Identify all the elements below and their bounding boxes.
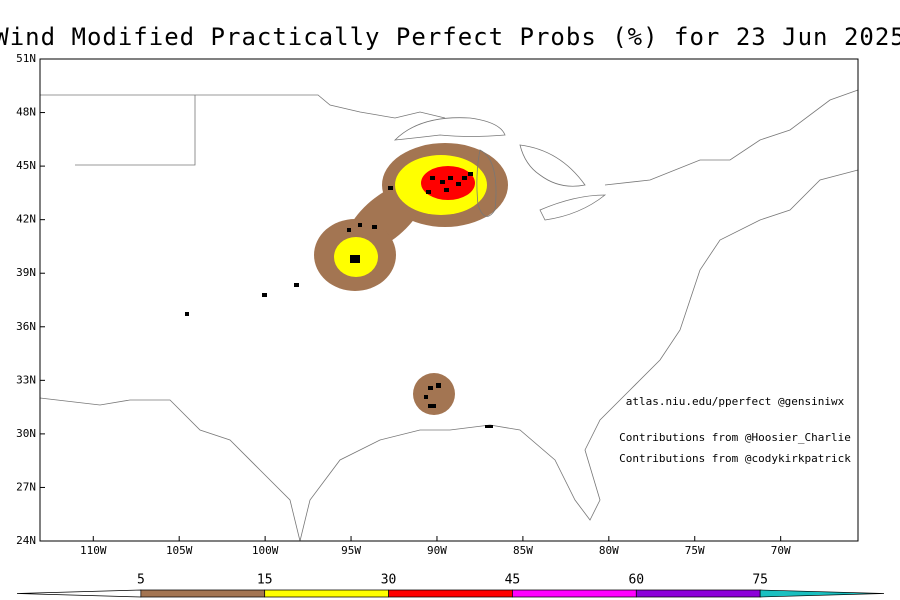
lat-label: 45N <box>16 159 36 172</box>
lat-label: 42N <box>16 213 36 226</box>
report <box>262 293 267 297</box>
lat-label: 33N <box>16 373 36 386</box>
report <box>448 176 453 180</box>
colorbar-segment <box>635 589 761 598</box>
report <box>347 228 351 232</box>
contour-5 <box>413 373 455 415</box>
lon-label: 95W <box>341 544 361 557</box>
credit: atlas.niu.edu/pperfect @gensiniwx <box>626 395 845 408</box>
coastline <box>299 169 859 542</box>
report <box>358 223 362 227</box>
lon-label: 105W <box>166 544 193 557</box>
colorbar-segment <box>759 589 885 598</box>
lat-label: 48N <box>16 106 36 119</box>
report <box>426 190 431 194</box>
probability-contours <box>314 143 508 415</box>
border <box>40 94 446 119</box>
colorbar-label: 5 <box>137 573 145 588</box>
geography <box>39 89 859 542</box>
report <box>388 186 393 190</box>
lake <box>539 194 607 221</box>
credit: Contributions from @Hoosier_Charlie <box>619 431 851 444</box>
border <box>39 397 301 542</box>
lake <box>476 149 497 217</box>
lon-label: 90W <box>427 544 447 557</box>
report <box>424 395 428 399</box>
lat-label: 24N <box>16 534 36 547</box>
lake <box>519 144 586 187</box>
colorbar-label: 45 <box>505 573 521 588</box>
lon-label: 75W <box>685 544 705 557</box>
colorbar-label: 60 <box>628 573 644 588</box>
report <box>428 386 433 390</box>
lake <box>393 117 506 141</box>
colorbar-segment <box>512 589 637 598</box>
lon-label: 70W <box>771 544 791 557</box>
report <box>350 255 360 263</box>
report <box>430 176 435 180</box>
map-title: Wind Modified Practically Perfect Probs … <box>0 23 900 51</box>
report <box>462 176 467 180</box>
lat-label: 51N <box>16 52 36 65</box>
colorbar-label: 30 <box>381 573 397 588</box>
report <box>485 425 493 428</box>
colorbar: 5 15 30 45 60 75 <box>16 573 885 598</box>
report <box>436 383 441 388</box>
colorbar-label: 75 <box>752 573 768 588</box>
contour-30 <box>421 166 475 200</box>
report <box>372 225 377 229</box>
lon-label: 85W <box>513 544 533 557</box>
colorbar-segment <box>140 589 266 598</box>
lat-label: 36N <box>16 320 36 333</box>
report <box>428 404 436 408</box>
lat-label: 27N <box>16 480 36 493</box>
colorbar-label: 15 <box>257 573 273 588</box>
report <box>444 188 449 192</box>
lon-label: 110W <box>80 544 107 557</box>
report <box>456 182 461 186</box>
report <box>440 180 445 184</box>
lat-label: 39N <box>16 266 36 279</box>
credit: Contributions from @codykirkpatrick <box>619 452 851 465</box>
lon-label: 100W <box>252 544 279 557</box>
lon-label: 80W <box>599 544 619 557</box>
report <box>185 312 189 316</box>
colorbar-segment <box>388 589 513 598</box>
report <box>294 283 299 287</box>
border <box>604 89 859 186</box>
map-frame <box>39 58 859 542</box>
state-borders <box>75 95 196 166</box>
colorbar-segment <box>16 589 142 598</box>
reports <box>185 172 493 428</box>
lat-label: 30N <box>16 427 36 440</box>
colorbar-segment <box>264 589 389 598</box>
report <box>468 172 473 176</box>
